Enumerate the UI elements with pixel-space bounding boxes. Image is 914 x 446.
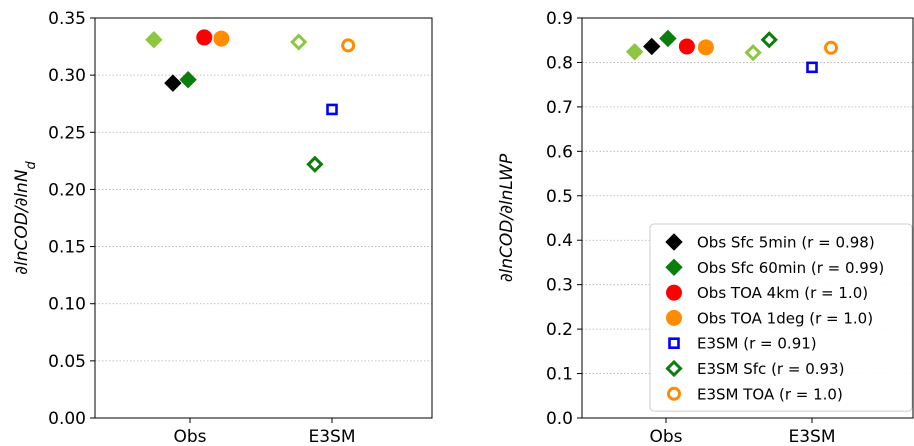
y-tick-label: 0.10: [48, 295, 86, 315]
axes-frame: [94, 17, 433, 419]
data-point: [290, 33, 308, 51]
legend-marker: [666, 284, 682, 301]
data-point: [341, 38, 356, 53]
legend-marker: [667, 386, 681, 401]
y-tick-label: 0.30: [48, 66, 86, 86]
data-point: [196, 29, 213, 46]
data-point: [760, 31, 778, 49]
data-point: [806, 61, 818, 74]
data-point: [697, 39, 714, 56]
legend-entry: E3SM Sfc (r = 0.93): [697, 360, 844, 378]
legend-entry: Obs Sfc 5min (r = 0.98): [697, 234, 875, 252]
y-tick-label: 0.7: [546, 98, 573, 118]
legend-box: [649, 223, 913, 412]
y-tick-label: 0.0: [546, 409, 573, 429]
y-tick-label: 0.20: [48, 180, 86, 200]
y-tick-label: 0.3: [546, 276, 573, 296]
data-point: [744, 44, 762, 62]
left-panel: 0.00 0.05 0.10 0.15 0.20 0.25 0.30 0.35 Obs E3SM ∂…: [12, 9, 433, 446]
y-tick-label: 0.35: [48, 9, 86, 29]
legend-marker: [665, 359, 683, 378]
data-point: [306, 155, 324, 173]
y-tick-label: 0.00: [48, 409, 86, 429]
right-panel: 0.0 0.1 0.2 0.3 0.4 0.5 0.6 0.7 0.8 0.9 Obs E3SM ∂ln…: [497, 9, 914, 446]
data-point: [145, 31, 163, 49]
y-tick-label: 0.25: [48, 123, 86, 143]
legend-entry: E3SM TOA (r = 1.0): [697, 385, 843, 403]
data-point: [678, 38, 695, 55]
legend-marker: [666, 309, 682, 326]
y-tick-label: 0.9: [546, 9, 573, 29]
y-tick-label: 0.05: [48, 352, 86, 372]
data-point: [824, 40, 838, 55]
legend-marker: [665, 258, 683, 277]
y-axis-label: ∂lnCOD/∂lnLWP: [497, 153, 517, 282]
x-tick-label-e3sm: E3SM: [308, 427, 355, 446]
legend-marker: [668, 337, 680, 350]
legend-marker: [665, 233, 683, 251]
data-point: [643, 37, 661, 56]
x-tick-label-obs: Obs: [649, 427, 682, 446]
legend-entry: Obs Sfc 60min (r = 0.99): [697, 259, 884, 277]
y-axis-label: ∂lnCOD/∂lnNd: [12, 160, 39, 274]
y-tick-label: 0.4: [546, 231, 573, 251]
data-point: [164, 74, 182, 92]
y-tick-label: 0.15: [48, 238, 86, 258]
y-tick-label: 0.1: [546, 365, 573, 385]
data-point: [179, 71, 197, 89]
axes-frame: [581, 17, 914, 419]
legend-entry: Obs TOA 4km (r = 1.0): [697, 284, 868, 302]
legend-entry: E3SM (r = 0.91): [697, 335, 817, 353]
data-point: [659, 29, 677, 48]
data-point: [625, 43, 644, 61]
data-point: [213, 30, 230, 47]
x-tick-label-obs: Obs: [173, 427, 206, 446]
y-tick-label: 0.6: [546, 142, 573, 162]
x-tick-label-e3sm: E3SM: [788, 427, 835, 446]
y-tick-label: 0.5: [546, 187, 573, 207]
data-point: [326, 103, 338, 116]
legend-entry: Obs TOA 1deg (r = 1.0): [697, 309, 873, 327]
y-tick-label: 0.2: [546, 320, 573, 340]
y-tick-label: 0.8: [546, 53, 573, 73]
legend: Obs Sfc 5min (r = 0.98) Obs Sfc 60min (r …: [649, 223, 913, 412]
